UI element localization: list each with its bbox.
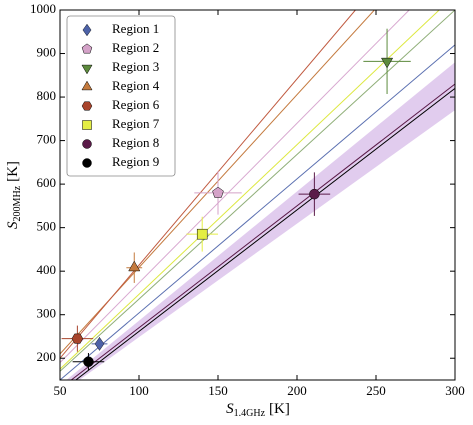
legend-label: Region 7 [112,116,160,131]
legend-box [66,15,176,177]
marker [94,337,105,351]
y-tick-label: 1000 [30,1,56,16]
fit-line [75,87,455,380]
x-label-subscript: 1.4GHz [234,408,266,419]
plot-area [60,10,455,380]
marker [81,80,93,91]
marker [82,139,92,149]
x-tick-label: 300 [445,383,465,398]
y-label-subscript: 200MHz [12,185,23,221]
y-tick-label: 700 [37,132,57,147]
fit-line [60,10,356,359]
y-label-symbol: S [5,221,21,229]
fit-line [70,83,455,380]
marker [380,57,394,69]
marker [82,158,92,168]
x-label-unit: [K] [269,401,290,417]
y-axis-label: S200MHz [K] [5,161,23,229]
fit-line [60,10,410,363]
legend-label: Region 9 [112,154,159,169]
y-tick-label: 200 [37,349,57,364]
plot-frame [59,9,456,381]
marker [128,260,141,272]
y-tick-label: 900 [37,45,57,60]
y-tick-label: 400 [37,262,57,277]
x-tick-label: 250 [366,383,386,398]
marker [196,228,208,240]
y-tick-label: 800 [37,88,57,103]
x-label-symbol: S [226,401,234,417]
y-label-unit: [K] [5,161,21,182]
x-tick-label: 100 [129,383,149,398]
x-tick-label: 50 [54,383,67,398]
confidence-band [66,62,455,380]
x-tick-label: 150 [208,383,228,398]
marker [81,43,93,54]
marker [83,356,94,367]
legend-label: Region 2 [112,40,159,55]
legend-label: Region 8 [112,135,159,150]
legend-label: Region 1 [112,21,159,36]
fit-line [60,10,440,370]
legend-label: Region 4 [112,78,160,93]
y-tick-label: 300 [37,306,57,321]
marker [309,188,320,200]
marker [81,64,93,75]
marker [81,101,93,111]
legend-label: Region 6 [112,97,160,112]
marker [82,120,92,130]
y-tick-label: 500 [37,219,57,234]
fit-line [60,10,455,372]
y-tick-label: 600 [37,175,57,190]
marker [212,186,224,198]
marker [82,23,92,37]
x-axis-label: S1.4GHz [K] [226,401,290,419]
legend-label: Region 3 [112,59,159,74]
fit-line [60,44,455,380]
x-tick-label: 200 [287,383,307,398]
legend: Region 1 Region 2 Region 3 Region 4 Region 6… [66,15,176,177]
marker [71,333,84,344]
